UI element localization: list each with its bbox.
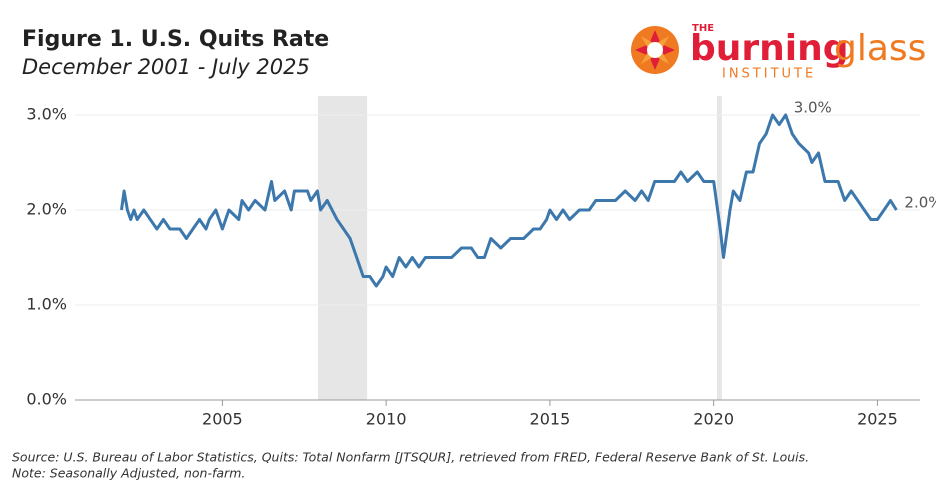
y-tick-label: 0.0% <box>26 390 67 409</box>
recession-band <box>716 96 722 400</box>
x-tick-label: 2025 <box>857 410 898 429</box>
y-tick-label: 2.0% <box>26 200 67 219</box>
annotation: 3.0% <box>794 99 832 117</box>
line <box>120 113 898 288</box>
x-tick-label: 2010 <box>366 410 407 429</box>
source-note: Source: U.S. Bureau of Labor Statistics,… <box>12 450 809 465</box>
logo-small-bottom: INSTITUTE <box>722 67 816 82</box>
y-tick-label: 3.0% <box>26 105 67 124</box>
footnote: Note: Seasonally Adjusted, non-farm. <box>12 466 245 481</box>
chart-subtitle: December 2001 - July 2025 <box>22 55 310 79</box>
annotation: 2.0% <box>904 194 936 212</box>
chart-title: Figure 1. U.S. Quits Rate <box>22 27 329 52</box>
logo-word2: glass <box>834 28 926 69</box>
y-tick-label: 1.0% <box>26 295 67 314</box>
logo-small-top: THE <box>692 23 714 34</box>
recession-band <box>318 96 368 400</box>
x-tick-label: 2020 <box>693 410 734 429</box>
x-tick-label: 2005 <box>202 410 243 429</box>
logo-word1: burning <box>690 28 849 69</box>
x-tick-label: 2015 <box>530 410 571 429</box>
logo-icon <box>631 26 679 74</box>
